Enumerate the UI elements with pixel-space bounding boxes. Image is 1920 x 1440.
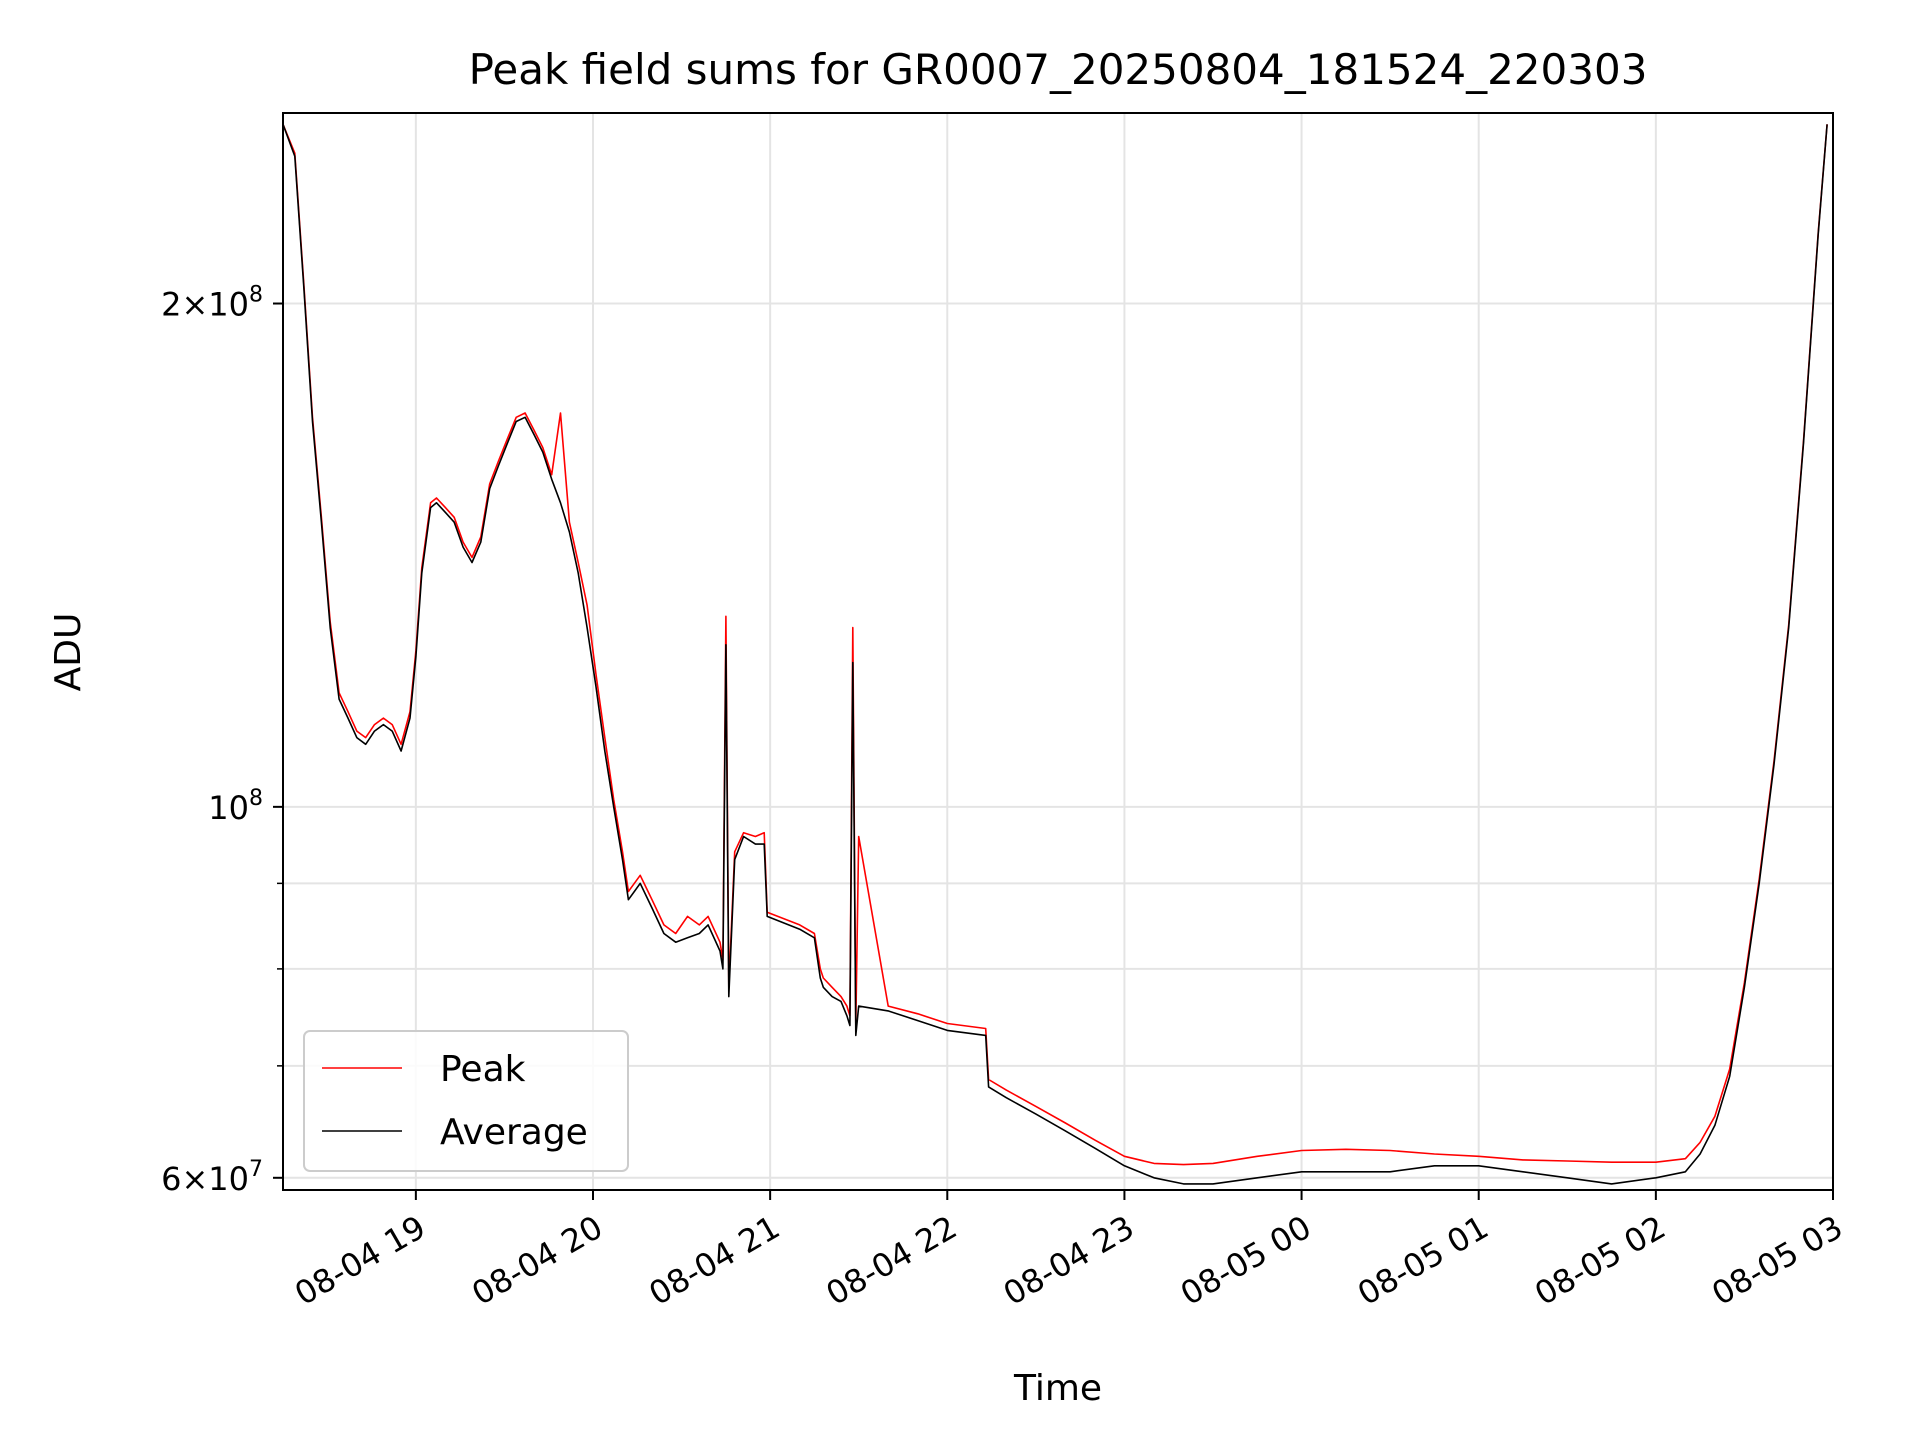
series-line-average bbox=[283, 124, 1828, 1185]
chart-title: Peak field sums for GR0007_20250804_1815… bbox=[469, 45, 1648, 94]
y-tick-label: 2×108 bbox=[161, 283, 263, 324]
legend-label-peak: Peak bbox=[440, 1049, 526, 1090]
legend: Peak Average bbox=[303, 1030, 629, 1172]
y-tick-label: 6×107 bbox=[161, 1157, 263, 1198]
y-tick-label: 108 bbox=[208, 786, 263, 827]
x-tick-label: 08-04 23 bbox=[997, 1208, 1141, 1313]
x-tick-label: 08-05 00 bbox=[1174, 1208, 1318, 1313]
y-axis: 6×107 108 2×108 bbox=[161, 283, 283, 1198]
legend-label-average: Average bbox=[440, 1112, 588, 1153]
x-tick-label: 08-05 03 bbox=[1705, 1208, 1849, 1313]
plot-area bbox=[283, 123, 1828, 1185]
series-line-peak bbox=[283, 123, 1828, 1166]
x-tick-label: 08-04 21 bbox=[643, 1208, 787, 1313]
x-tick-label: 08-05 01 bbox=[1351, 1208, 1495, 1313]
x-axis: 08-04 19 08-04 20 08-04 21 08-04 22 08-04 23… bbox=[288, 1190, 1849, 1313]
axes-frame bbox=[282, 112, 1834, 1191]
x-axis-label: Time bbox=[1013, 1368, 1102, 1409]
x-tick-label: 08-05 02 bbox=[1528, 1208, 1672, 1313]
x-tick-label: 08-04 20 bbox=[465, 1208, 609, 1313]
x-tick-label: 08-04 22 bbox=[820, 1208, 964, 1313]
x-tick-label: 08-04 19 bbox=[288, 1208, 432, 1313]
y-axis-label: ADU bbox=[48, 613, 89, 692]
grid-lines bbox=[283, 113, 1834, 1190]
legend-frame bbox=[303, 1030, 629, 1172]
